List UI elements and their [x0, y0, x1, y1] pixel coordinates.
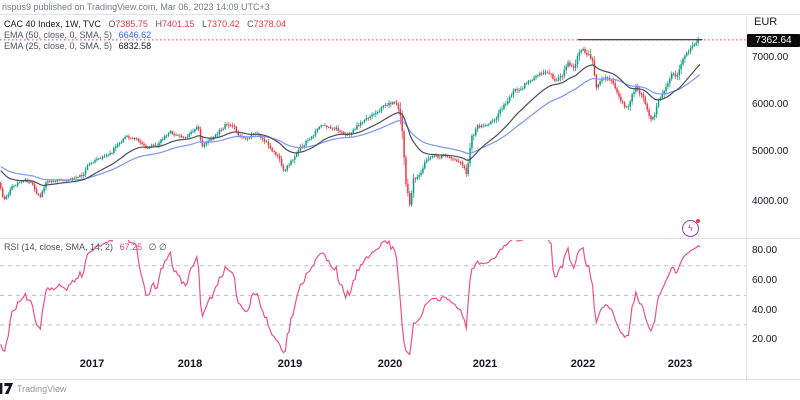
year-2020: 2020 [377, 358, 403, 370]
rsi-value: 67.25 [119, 242, 143, 252]
ema50-label: EMA (50, close, 0, SMA, 5) [4, 30, 113, 40]
flash-ideas-button[interactable]: ϟ [682, 219, 700, 237]
high-label: H [155, 19, 162, 29]
symbol-title: CAC 40 Index, 1W, TVC [4, 19, 101, 29]
footer-separator [0, 379, 800, 380]
ema25-label: EMA (25, close, 0, SMA, 5) [4, 41, 113, 51]
close-value: 7378.04 [253, 19, 287, 29]
rsi-legend-row[interactable]: RSI (14, close, SMA, 14, 2) 67.25 ∅ ∅ [4, 242, 167, 253]
year-2017: 2017 [79, 358, 105, 370]
tradingview-mark-icon [0, 383, 13, 394]
rsi-tick-40: 40.00 [752, 305, 778, 316]
ema50-value: 6646.62 [118, 30, 152, 40]
rsi-label: RSI (14, close, SMA, 14, 2) [4, 242, 114, 252]
pane-separator [0, 238, 800, 239]
year-2019: 2019 [277, 358, 303, 370]
price-axis-separator [746, 15, 747, 381]
open-value: 7385.75 [115, 19, 148, 29]
close-label: C [247, 19, 254, 29]
price-tick-6000: 6000.00 [752, 99, 789, 110]
rsi-tick-60: 60.00 [752, 275, 778, 286]
header-separator [0, 14, 800, 15]
ema25-legend-row[interactable]: EMA (25, close, 0, SMA, 5) 6832.58 [4, 41, 151, 51]
tradingview-brand-text: TradingView [17, 383, 67, 394]
year-2018: 2018 [177, 358, 203, 370]
year-2021: 2021 [472, 358, 498, 370]
low-value: 7370.42 [207, 19, 240, 29]
ema50-legend-row[interactable]: EMA (50, close, 0, SMA, 5) 6646.62 [4, 30, 151, 40]
price-tick-5000: 5000.00 [752, 146, 789, 157]
rsi-tick-20: 20.00 [752, 334, 778, 345]
last-price-tag: 7362.64 [747, 34, 800, 47]
price-tick-4000: 4000.00 [752, 196, 789, 207]
year-2023: 2023 [667, 358, 693, 370]
tradingview-logo[interactable]: TradingView [0, 383, 67, 394]
rsi-tick-80: 80.00 [752, 245, 778, 256]
ema25-value: 6832.58 [118, 41, 152, 51]
price-tick-7000: 7000.00 [752, 52, 789, 63]
rsi-hidden-values: ∅ ∅ [148, 242, 167, 252]
high-value: 7401.15 [161, 19, 195, 29]
symbol-legend-row[interactable]: CAC 40 Index, 1W, TVC O7385.75 H7401.15 … [4, 19, 286, 29]
low-label: L [202, 19, 208, 29]
year-2022: 2022 [570, 358, 596, 370]
notification-dot-icon [696, 219, 700, 223]
currency-label: EUR [754, 16, 778, 28]
published-info: rispus9 published on TradingView.com, Ma… [2, 2, 270, 12]
open-label: O [108, 19, 116, 29]
